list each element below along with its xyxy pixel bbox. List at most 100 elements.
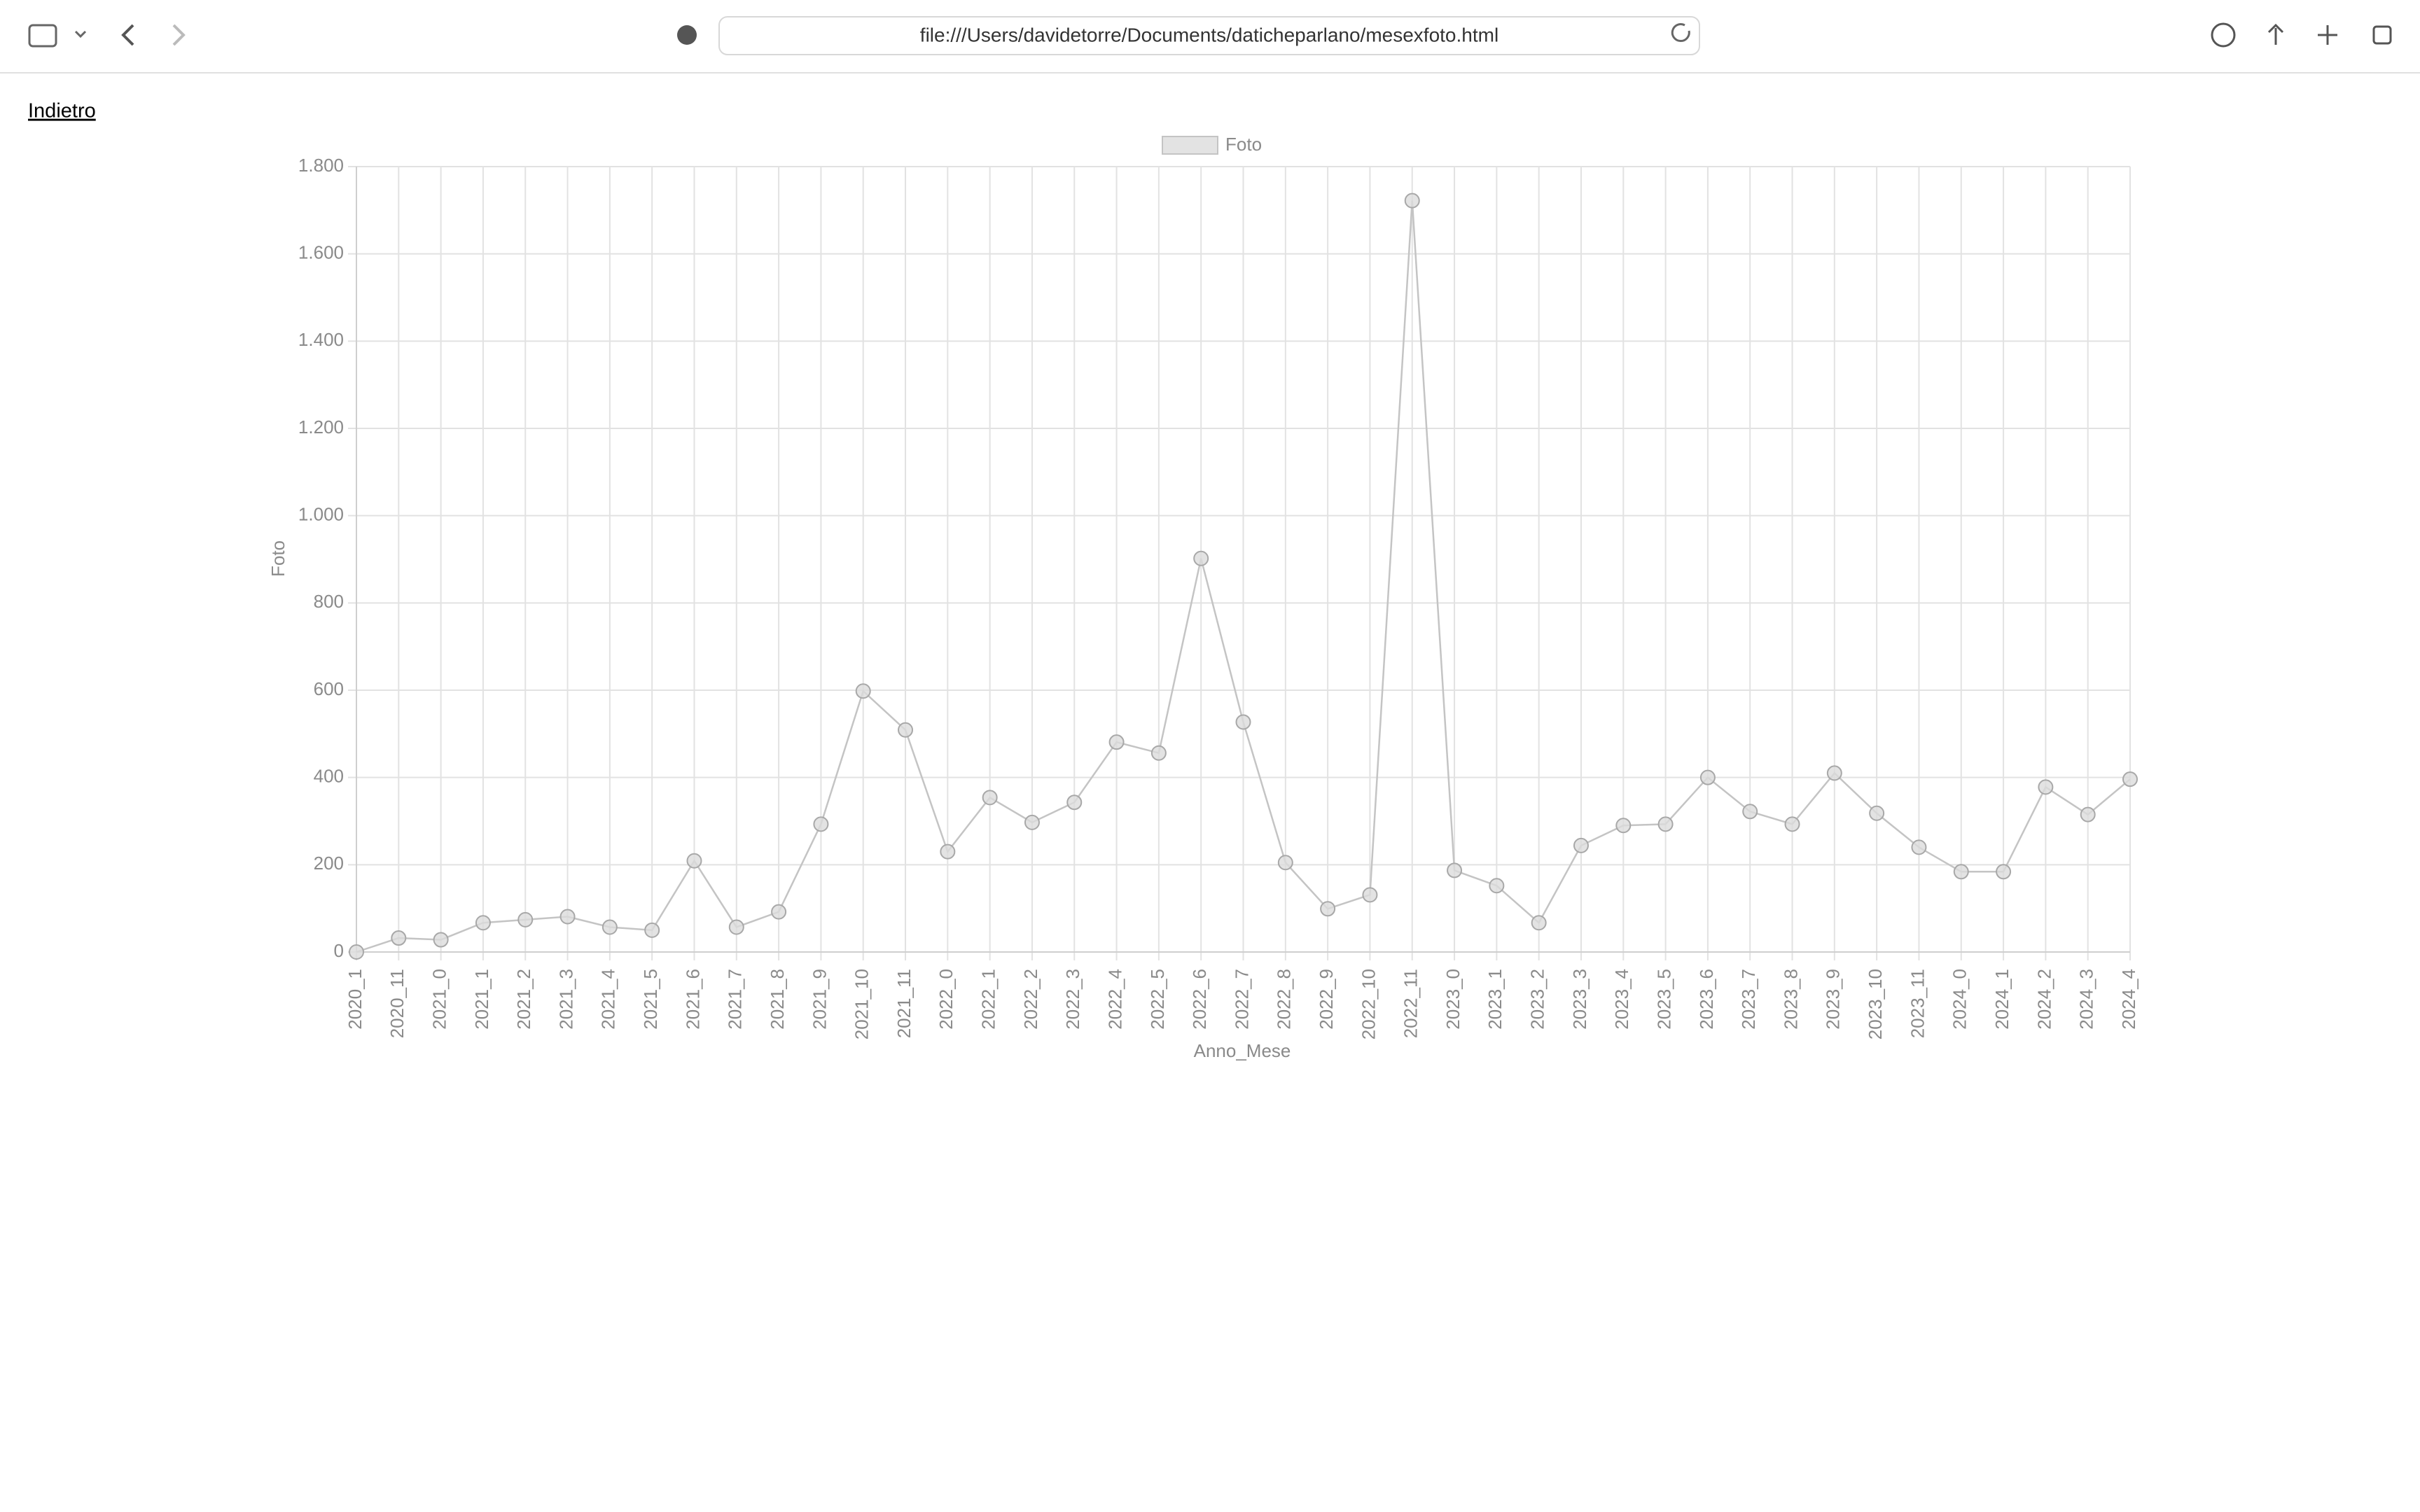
x-tick-label: 2022_11 (1400, 969, 1421, 1038)
x-tick-label: 2024_3 (2076, 969, 2097, 1030)
x-tick-label: 2021_7 (725, 969, 746, 1030)
x-tick-label: 2023_6 (1696, 969, 1717, 1030)
point (2080, 806, 2096, 822)
share-button[interactable] (2267, 23, 2284, 45)
y-tick-label: 800 (314, 591, 344, 612)
x-tick-label: 2022_2 (1020, 969, 1041, 1030)
sidebar-button[interactable] (28, 24, 57, 48)
sidebar-menu[interactable] (74, 30, 87, 38)
legend-swatch (1162, 136, 1218, 155)
point (1615, 818, 1632, 834)
x-tick-label: 2022_7 (1231, 969, 1252, 1030)
point (433, 932, 449, 948)
point (517, 911, 534, 927)
x-tick-label: 2020_11 (387, 969, 408, 1038)
point (982, 790, 998, 806)
y-tick-label: 1.600 (298, 242, 344, 263)
x-tick-label: 2022_0 (936, 969, 957, 1030)
new-tab-button[interactable] (2318, 25, 2337, 45)
point (1277, 855, 1293, 871)
x-tick-label: 2021_1 (471, 969, 492, 1030)
point (1996, 864, 2012, 880)
x-tick-label: 2022_10 (1358, 969, 1379, 1040)
x-tick-label: 2023_7 (1738, 969, 1759, 1030)
y-axis-title: Foto (267, 540, 288, 577)
legend-label: Foto (1225, 134, 1262, 155)
point (1362, 887, 1378, 903)
point (601, 919, 618, 935)
point (1699, 769, 1716, 785)
point (898, 722, 914, 738)
point (644, 922, 660, 938)
x-tick-label: 2024_2 (2033, 969, 2054, 1030)
point (771, 904, 787, 920)
x-tick-label: 2024_4 (2118, 969, 2139, 1030)
y-tick-label: 1.000 (298, 504, 344, 525)
url-bar[interactable] (718, 16, 1700, 55)
tabs-button[interactable] (2372, 25, 2392, 45)
x-tick-label: 2021_0 (429, 969, 450, 1030)
x-tick-label: 2022_5 (1147, 969, 1168, 1030)
point (2122, 771, 2138, 788)
point (475, 915, 491, 931)
point (686, 853, 702, 869)
point (1826, 765, 1842, 781)
y-tick-label: 0 (334, 940, 344, 961)
x-tick-label: 2022_8 (1274, 969, 1295, 1030)
x-tick-label: 2023_5 (1653, 969, 1674, 1030)
x-tick-label: 2022_1 (978, 969, 999, 1030)
point (2038, 779, 2054, 795)
point (1320, 901, 1336, 917)
x-tick-label: 2024_1 (1991, 969, 2012, 1030)
back-button[interactable] (121, 24, 134, 46)
x-tick-label: 2023_9 (1823, 969, 1844, 1030)
point (1193, 550, 1209, 566)
point (940, 844, 956, 860)
point (813, 816, 829, 832)
point (855, 683, 871, 699)
point (1657, 816, 1674, 832)
url-text: file:///Users/davidetorre/Documents/dati… (920, 24, 1498, 46)
point (1742, 804, 1758, 820)
x-tick-label: 2021_9 (809, 969, 830, 1030)
y-tick-label: 200 (314, 853, 344, 874)
point (1953, 864, 1969, 880)
x-axis-title: Anno_Mese (1194, 1040, 1291, 1061)
downloads-button[interactable] (2211, 22, 2236, 48)
point (728, 919, 744, 935)
reload-button[interactable] (1671, 23, 1690, 42)
y-tick-label: 600 (314, 678, 344, 699)
x-tick-label: 2023_1 (1484, 969, 1505, 1030)
y-tick-label: 1.200 (298, 416, 344, 438)
x-tick-label: 2021_6 (682, 969, 703, 1030)
point (1784, 816, 1800, 832)
point (1447, 862, 1463, 878)
x-tick-label: 2021_2 (513, 969, 534, 1030)
point (1108, 734, 1125, 750)
back-link[interactable]: Indietro (28, 100, 96, 122)
point (1573, 837, 1589, 853)
x-tick-label: 2022_3 (1062, 969, 1083, 1030)
x-tick-label: 2023_0 (1442, 969, 1463, 1030)
point (1531, 915, 1547, 931)
point (559, 909, 576, 925)
x-tick-label: 2023_2 (1527, 969, 1548, 1030)
point (1235, 714, 1251, 730)
x-tick-label: 2023_8 (1780, 969, 1801, 1030)
x-tick-label: 2020_1 (345, 969, 366, 1030)
point (1404, 192, 1420, 209)
x-tick-label: 2021_4 (598, 969, 619, 1030)
site-icon (677, 25, 697, 45)
x-tick-label: 2023_10 (1865, 969, 1886, 1040)
x-tick-label: 2021_3 (555, 969, 576, 1030)
x-tick-label: 2021_5 (640, 969, 661, 1030)
point (349, 944, 364, 960)
x-tick-label: 2022_4 (1104, 969, 1125, 1030)
forward-button[interactable] (172, 24, 186, 46)
x-tick-label: 2023_4 (1611, 969, 1632, 1030)
point (1869, 805, 1885, 821)
x-tick-label: 2022_6 (1189, 969, 1210, 1030)
x-tick-label: 2023_3 (1569, 969, 1590, 1030)
x-tick-label: 2021_11 (893, 969, 915, 1038)
